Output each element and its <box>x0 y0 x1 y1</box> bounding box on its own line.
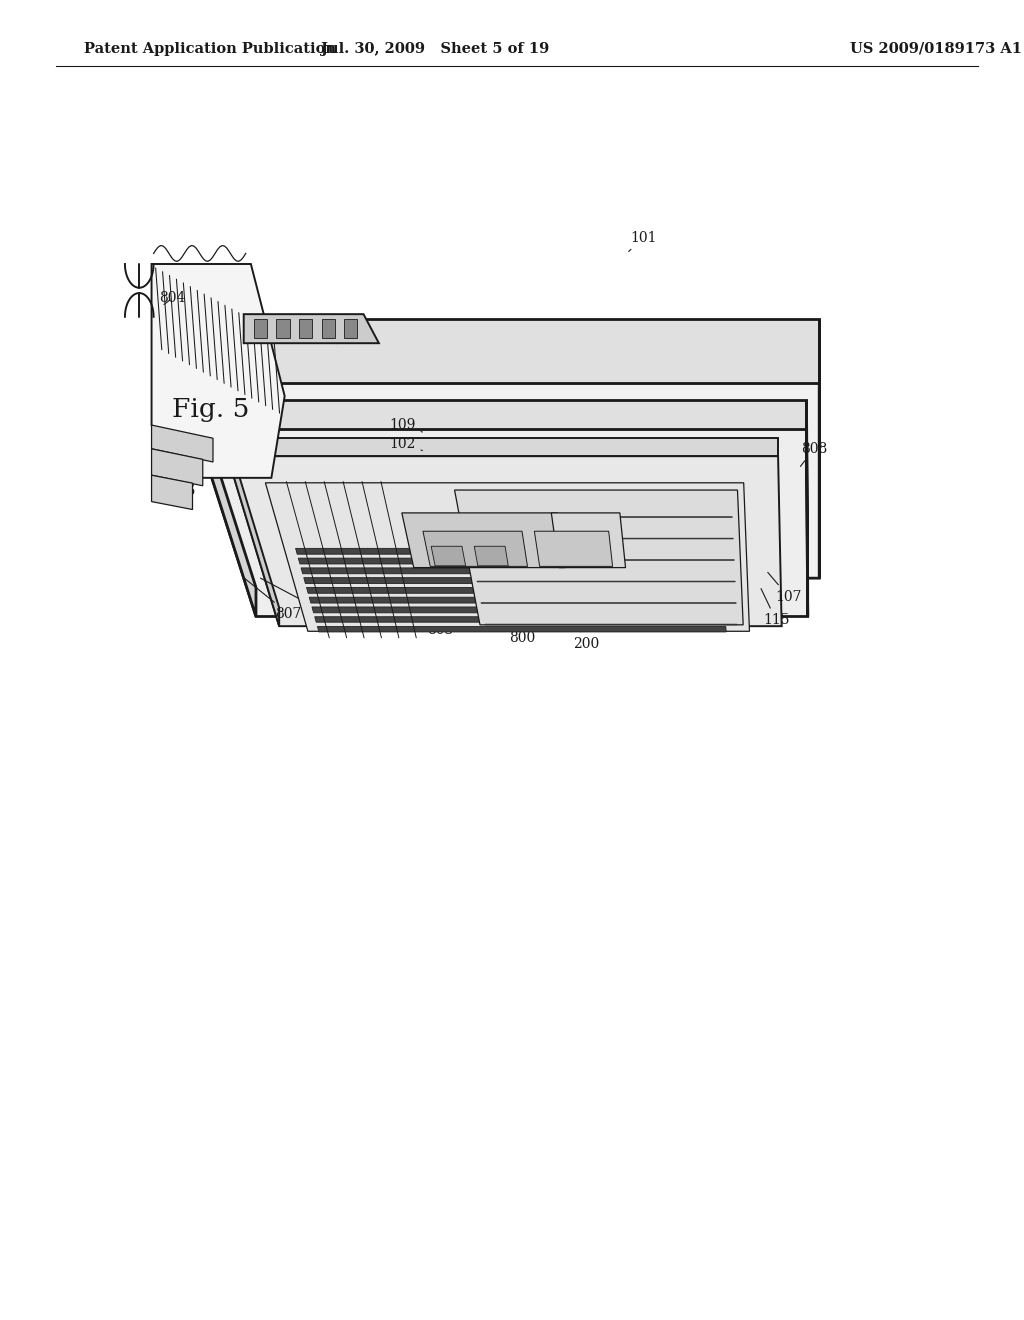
Polygon shape <box>227 438 280 626</box>
Text: 800: 800 <box>468 579 536 644</box>
Text: Jul. 30, 2009   Sheet 5 of 19: Jul. 30, 2009 Sheet 5 of 19 <box>322 42 549 55</box>
Polygon shape <box>551 513 626 568</box>
Polygon shape <box>197 429 808 616</box>
Text: Fig. 5: Fig. 5 <box>172 397 250 421</box>
Text: 807: 807 <box>245 578 302 620</box>
Polygon shape <box>152 475 193 510</box>
Text: 806: 806 <box>169 474 196 498</box>
Polygon shape <box>182 319 246 578</box>
Text: 803: 803 <box>386 578 454 636</box>
Text: 808: 808 <box>801 442 827 466</box>
Text: 805: 805 <box>309 321 336 343</box>
Polygon shape <box>182 383 819 578</box>
Polygon shape <box>431 546 466 566</box>
Polygon shape <box>265 483 750 631</box>
Polygon shape <box>474 546 508 566</box>
Text: US 2009/0189173 A1: US 2009/0189173 A1 <box>850 42 1022 55</box>
Text: 802: 802 <box>260 578 353 627</box>
Polygon shape <box>301 568 723 574</box>
Polygon shape <box>254 319 267 338</box>
Polygon shape <box>322 319 335 338</box>
Polygon shape <box>423 531 527 566</box>
Polygon shape <box>312 607 725 612</box>
Polygon shape <box>304 578 724 583</box>
Polygon shape <box>227 457 781 626</box>
Polygon shape <box>306 587 724 593</box>
Polygon shape <box>535 531 612 566</box>
Polygon shape <box>152 449 203 486</box>
Polygon shape <box>314 616 726 622</box>
Text: 107: 107 <box>768 573 802 603</box>
Text: 101: 101 <box>629 231 656 252</box>
Polygon shape <box>152 425 213 462</box>
Text: 804: 804 <box>159 292 185 305</box>
Polygon shape <box>197 400 256 616</box>
Text: 102: 102 <box>389 437 422 450</box>
Polygon shape <box>401 513 565 568</box>
Polygon shape <box>807 400 808 616</box>
Text: 115: 115 <box>761 589 790 627</box>
Text: 109: 109 <box>389 418 422 432</box>
Polygon shape <box>299 319 312 338</box>
Polygon shape <box>296 548 722 554</box>
Text: 200: 200 <box>562 583 599 651</box>
Polygon shape <box>455 490 743 624</box>
Polygon shape <box>182 319 819 383</box>
Polygon shape <box>317 627 726 632</box>
Polygon shape <box>197 400 807 429</box>
Polygon shape <box>298 558 723 564</box>
Polygon shape <box>309 597 725 603</box>
Polygon shape <box>227 438 778 457</box>
Polygon shape <box>152 264 285 478</box>
Polygon shape <box>276 319 290 338</box>
Text: Patent Application Publication: Patent Application Publication <box>84 42 336 55</box>
Polygon shape <box>244 314 379 343</box>
Polygon shape <box>344 319 357 338</box>
